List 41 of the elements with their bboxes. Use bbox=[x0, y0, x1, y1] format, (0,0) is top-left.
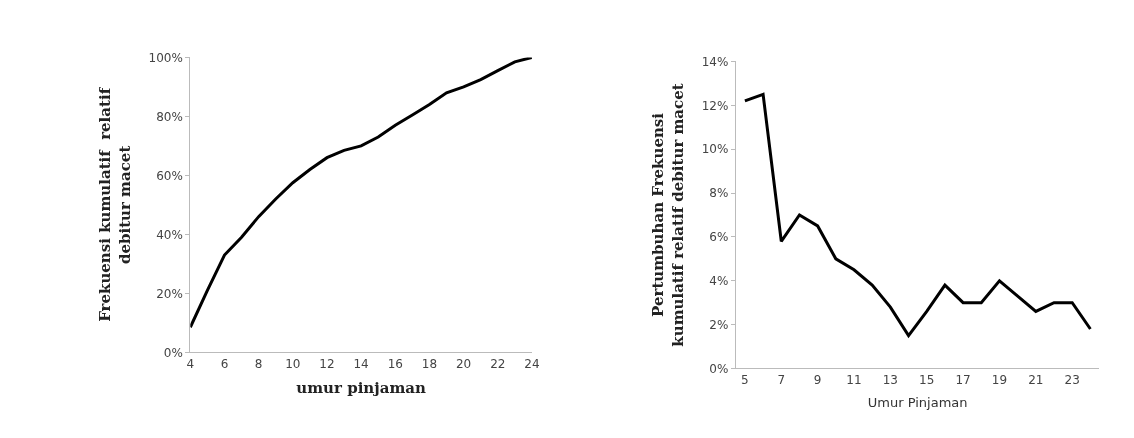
y-tick-label: 4% bbox=[709, 273, 729, 288]
x-tick-label: 20 bbox=[455, 356, 472, 371]
line-series bbox=[743, 92, 1092, 338]
y-tick-label: 80% bbox=[156, 109, 183, 124]
y-tick-label: 12% bbox=[701, 98, 729, 113]
x-tick-label: 5 bbox=[741, 372, 749, 387]
x-axis-title: Umur Pinjaman bbox=[867, 395, 968, 411]
x-tick-label: 4 bbox=[186, 356, 195, 371]
x-tick-label: 14 bbox=[353, 356, 369, 371]
x-tick-label: 16 bbox=[387, 356, 403, 371]
y-tick-label: 8% bbox=[709, 186, 729, 201]
x-tick-label: 12 bbox=[319, 356, 335, 371]
x-tick-label: 7 bbox=[777, 372, 786, 387]
x-axis-title: umur pinjaman bbox=[296, 378, 426, 397]
y-tick-label: 14% bbox=[701, 54, 729, 69]
x-tick-label: 10 bbox=[285, 356, 301, 371]
x-tick-label: 23 bbox=[1064, 372, 1080, 387]
x-tick-label: 11 bbox=[846, 372, 862, 387]
x-tick-label: 13 bbox=[882, 372, 899, 387]
x-tick-label: 19 bbox=[991, 372, 1008, 387]
y-tick-label: 2% bbox=[709, 317, 729, 332]
x-tick-label: 17 bbox=[955, 372, 971, 387]
x-tick-label: 24 bbox=[524, 356, 540, 371]
y-tick-label: 0% bbox=[163, 345, 183, 360]
x-tick-label: 8 bbox=[254, 356, 263, 371]
x-tick-label: 21 bbox=[1028, 372, 1044, 387]
line-series bbox=[190, 57, 532, 329]
y-tick-label: 100% bbox=[148, 50, 183, 65]
y-tick-label: 20% bbox=[156, 286, 183, 301]
x-tick-label: 6 bbox=[220, 356, 229, 371]
y-tick-label: 0% bbox=[709, 361, 729, 376]
y-tick-label: 10% bbox=[701, 142, 729, 157]
y-tick-label: 6% bbox=[709, 230, 729, 245]
x-tick-label: 9 bbox=[813, 372, 822, 387]
y-axis-title: Pertumbuhan Frekuensi kumulatif relatif debitur macet bbox=[649, 83, 687, 347]
x-tick-label: 22 bbox=[490, 356, 506, 371]
x-tick-label: 18 bbox=[421, 356, 438, 371]
y-tick-label: 60% bbox=[156, 168, 183, 183]
y-axis-title: Frekuensi kumulatif relatif debitur macet bbox=[96, 86, 134, 322]
y-tick-label: 40% bbox=[156, 227, 183, 242]
x-tick-label: 15 bbox=[919, 372, 935, 387]
